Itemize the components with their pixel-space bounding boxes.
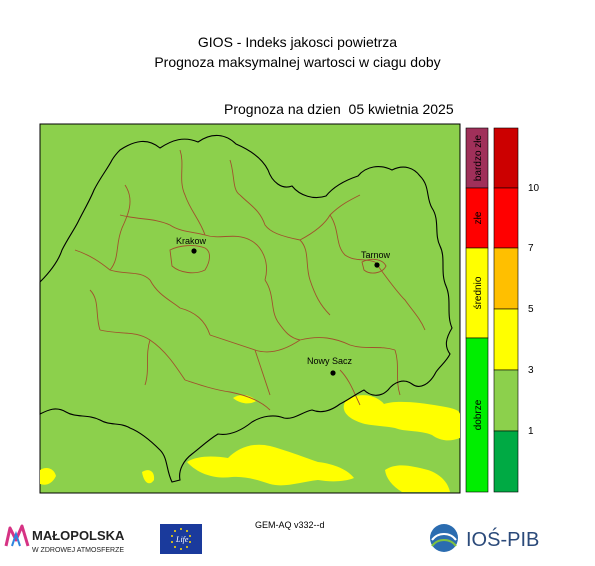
county-borders	[74, 149, 426, 411]
colorbar	[493, 127, 519, 493]
moderate-patch-sw	[40, 468, 56, 485]
map-background	[39, 123, 461, 494]
legend-label-zle: złe	[473, 211, 484, 224]
malopolska-name: MAŁOPOLSKA	[32, 528, 125, 543]
colorbar-segment-1	[493, 127, 519, 189]
colorbar-segment-3	[493, 247, 519, 310]
city-labels: Krakow Tarnow Nowy Sacz	[176, 236, 391, 366]
colorbar-segment-5	[493, 369, 519, 432]
moderate-patch-south2	[142, 470, 155, 484]
title-line-1: GIOS - Indeks jakosci powietrza	[197, 34, 398, 50]
colorbar-segment-2	[493, 187, 519, 249]
city-markers	[191, 248, 380, 376]
malopolska-mark-icon	[4, 524, 30, 547]
colorbar-tick-7: 7	[528, 243, 534, 254]
legend-bar-dobrze	[465, 337, 489, 493]
voivodeship-border	[39, 134, 453, 483]
legend-label-srednio: średnio	[473, 276, 484, 309]
colorbar-tick-3: 3	[528, 365, 534, 376]
city-marker-krakow	[191, 248, 197, 254]
eu-life-logo: Life	[160, 524, 202, 554]
moderate-patch-south	[187, 444, 354, 486]
city-label-krakow: Krakow	[176, 236, 207, 246]
malopolska-slogan: W ZDROWEJ ATMOSFERZE	[32, 547, 124, 554]
city-marker-nowy-sacz	[330, 370, 336, 376]
ios-pib-name: IOŚ-PIB	[466, 527, 539, 551]
category-legend: bardzo złe złe średnio dobrze	[465, 127, 489, 493]
life-text: Life	[175, 535, 189, 544]
colorbar-tick-10: 10	[528, 183, 540, 194]
colorbar-segment-4	[493, 308, 519, 371]
legend-label-bardzo-zle: bardzo złe	[473, 134, 484, 181]
forecast-date: Prognoza na dzien 05 kwietnia 2025	[224, 101, 454, 117]
ios-pib-mark-icon	[430, 524, 458, 552]
colorbar-ticks: 10 7 5 3 1	[528, 183, 540, 437]
moderate-patch-east	[343, 395, 460, 441]
city-label-nowy-sacz: Nowy Sacz	[307, 356, 353, 366]
city-marker-tarnow	[374, 262, 380, 268]
city-label-tarnow: Tarnow	[361, 250, 391, 260]
malopolska-logo: MAŁOPOLSKA W ZDROWEJ ATMOSFERZE	[4, 524, 125, 554]
title-line-2: Prognoza maksymalnej wartosci w ciagu do…	[154, 54, 441, 70]
colorbar-tick-5: 5	[528, 304, 534, 315]
colorbar-segment-6	[493, 430, 519, 493]
moderate-patch-center	[233, 395, 256, 404]
colorbar-tick-1: 1	[528, 426, 534, 437]
model-label: GEM-AQ v332--d	[255, 520, 325, 530]
legend-label-dobrze: dobrze	[473, 399, 484, 430]
moderate-patch-southeast	[385, 465, 450, 492]
ios-pib-logo: IOŚ-PIB	[430, 524, 539, 552]
moderate-patches	[40, 395, 460, 492]
